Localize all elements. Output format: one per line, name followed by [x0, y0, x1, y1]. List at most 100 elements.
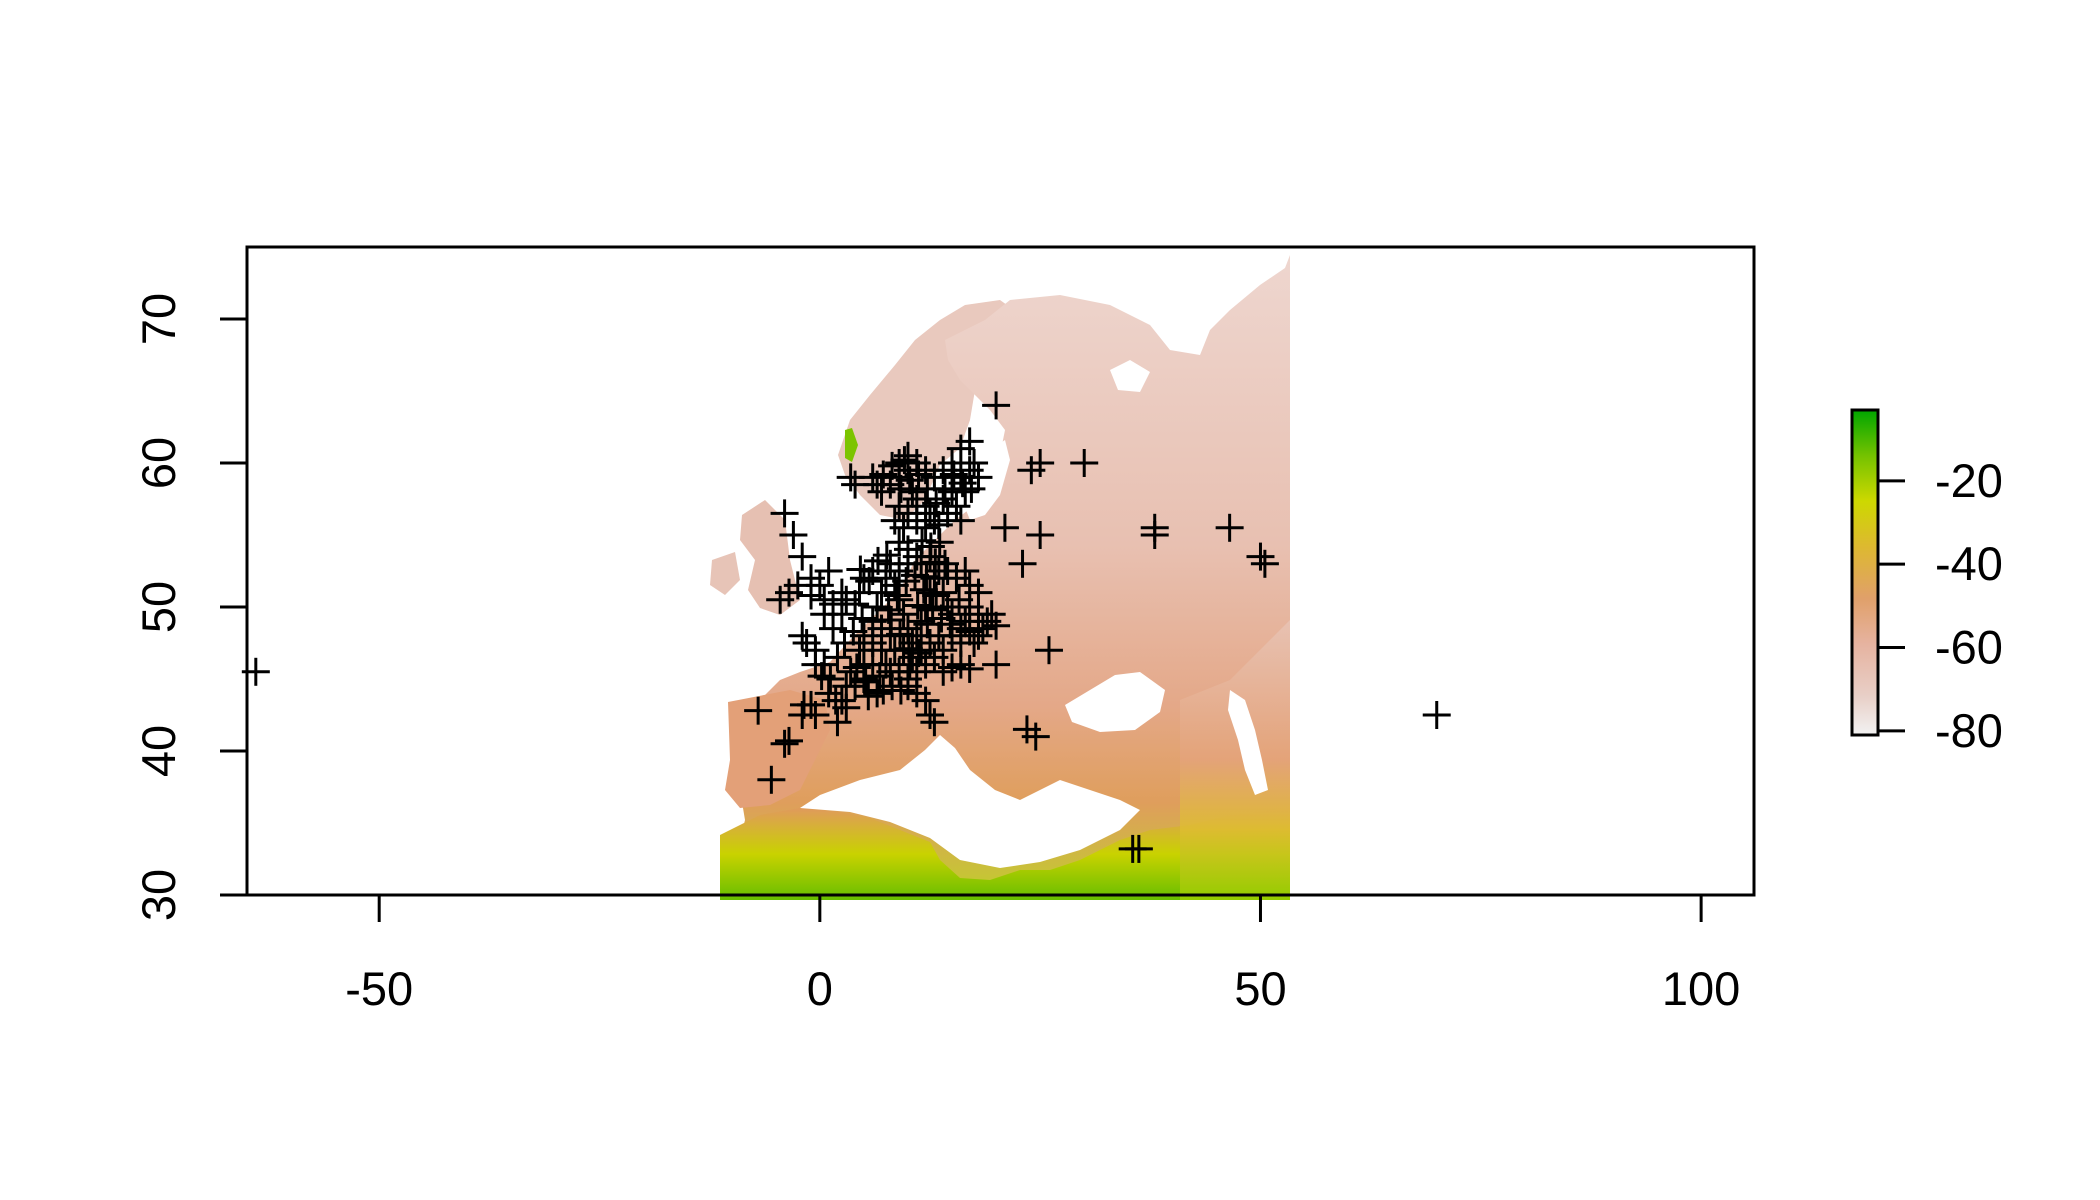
y-tick-label: 60: [132, 437, 185, 489]
occurrence-point: [886, 474, 915, 503]
occurrence-point: [939, 460, 968, 489]
occurrence-point: [864, 546, 893, 575]
occurrence-point: [770, 729, 799, 758]
occurrence-point: [836, 463, 865, 492]
raster-caspian: [1228, 690, 1268, 795]
legend-tick-label: -60: [1935, 621, 2003, 674]
occurrence-point: [1250, 549, 1279, 578]
raster-middle-east: [1180, 620, 1290, 900]
x-tick-label: 100: [1662, 962, 1740, 1015]
occurrence-point: [878, 451, 907, 480]
occurrence-point: [1124, 834, 1153, 863]
raster-north-africa: [720, 808, 1290, 900]
occurrence-point: [1246, 542, 1275, 571]
occurrence-point: [1215, 513, 1244, 542]
x-tick-label: -50: [345, 962, 413, 1015]
occurrence-point: [915, 701, 944, 729]
occurrence-point: [858, 629, 887, 657]
occurrence-point: [848, 604, 877, 633]
occurrence-point: [883, 581, 912, 610]
occurrence-point: [894, 634, 923, 663]
legend-tick-label: -80: [1935, 704, 2003, 757]
occurrence-point: [889, 600, 918, 629]
raster-eurasia: [720, 255, 1290, 900]
occurrence-point: [821, 686, 850, 715]
occurrence-markers: [241, 391, 1451, 863]
occurrence-point: [779, 521, 808, 549]
occurrence-point: [1026, 521, 1055, 549]
occurrence-point: [922, 581, 951, 610]
occurrence-point: [819, 614, 848, 643]
occurrence-point: [241, 657, 270, 686]
occurrence-point: [789, 690, 818, 719]
y-tick-label: 70: [132, 293, 185, 345]
occurrence-point: [1008, 549, 1037, 578]
occurrence-point: [849, 650, 878, 679]
occurrence-point: [898, 477, 927, 506]
occurrence-point: [955, 427, 984, 456]
occurrence-point: [816, 665, 845, 693]
occurrence-point: [957, 474, 986, 503]
occurrence-point: [757, 765, 786, 794]
legend-tick-label: -40: [1935, 537, 2003, 590]
raster-mediterranean: [800, 735, 1140, 868]
occurrence-point: [885, 492, 914, 521]
occurrence-point: [911, 686, 940, 715]
legend-colorbar: [1850, 408, 1880, 737]
raster-baltic: [962, 440, 1010, 520]
legend-ticks: -80 -60 -40 -20: [1878, 454, 2003, 757]
y-tick-label: 40: [132, 725, 185, 777]
occurrence-point: [964, 578, 993, 607]
occurrence-point: [982, 391, 1011, 420]
occurrence-point: [938, 621, 967, 650]
occurrence-point: [1034, 636, 1063, 665]
occurrence-point: [788, 621, 817, 650]
raster-map: [710, 255, 1290, 900]
raster-iberia: [725, 690, 830, 808]
y-tick-label: 30: [132, 869, 185, 921]
color-legend: -80 -60 -40 -20: [1850, 408, 2003, 757]
occurrence-point: [903, 591, 932, 620]
occurrence-point: [982, 611, 1011, 640]
occurrence-point: [842, 653, 871, 682]
occurrence-point: [846, 555, 875, 584]
occurrence-point: [920, 708, 949, 737]
occurrence-point: [921, 548, 950, 577]
occurrence-point: [810, 600, 839, 629]
occurrence-point: [823, 643, 852, 672]
occurrence-point: [1021, 722, 1050, 751]
occurrence-point: [774, 726, 803, 755]
occurrence-point: [913, 474, 942, 503]
y-axis: 30 40 50 60 70: [132, 293, 249, 921]
occurrence-point: [788, 542, 817, 571]
occurrence-point: [823, 708, 852, 737]
occurrence-point: [770, 499, 799, 528]
occurrence-point: [797, 581, 826, 610]
occurrence-point: [1017, 456, 1046, 485]
occurrence-point: [907, 607, 936, 636]
occurrence-point: [886, 620, 915, 649]
occurrence-point: [814, 679, 843, 708]
occurrence-point: [946, 506, 975, 535]
occurrence-point: [955, 654, 984, 683]
occurrence-point: [951, 557, 980, 585]
y-tick-label: 50: [132, 581, 185, 633]
occurrence-point: [766, 585, 795, 614]
occurrence-point: [885, 449, 914, 477]
occurrence-point: [1422, 701, 1451, 729]
raster-black-sea: [1065, 672, 1165, 732]
occurrence-point: [990, 513, 1019, 542]
raster-ireland: [710, 552, 740, 595]
occurrence-point: [877, 605, 906, 634]
x-tick-label: 50: [1234, 962, 1286, 1015]
occurrence-point: [886, 676, 915, 705]
occurrence-point: [922, 489, 951, 518]
occurrence-point: [929, 578, 958, 607]
occurrence-point: [968, 614, 997, 643]
occurrence-point: [851, 667, 880, 696]
occurrence-point: [925, 528, 954, 557]
occurrence-point: [909, 575, 938, 604]
occurrence-point: [982, 650, 1011, 679]
x-tick-label: 0: [807, 962, 833, 1015]
x-axis: -50 0 50 100: [345, 893, 1740, 1015]
